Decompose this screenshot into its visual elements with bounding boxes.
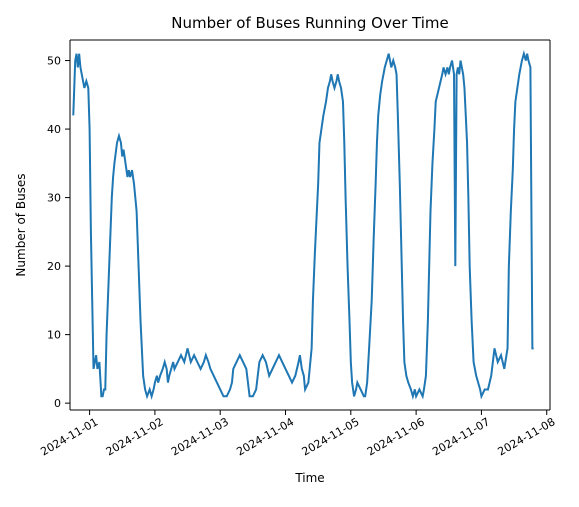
chart-title: Number of Buses Running Over Time — [171, 14, 448, 32]
line-chart-svg: Number of Buses Running Over Time 0 10 20 3… — [0, 0, 579, 507]
x-tick-label: 2024-11-04 — [234, 415, 296, 458]
y-axis: 0 10 20 30 40 50 — [47, 40, 550, 410]
buses-series-line — [73, 54, 533, 397]
x-tick-label: 2024-11-02 — [104, 415, 166, 458]
y-axis-label: Number of Buses — [14, 173, 28, 276]
x-tick-label: 2024-11-05 — [300, 415, 362, 458]
x-tick-label: 2024-11-06 — [365, 415, 427, 458]
y-tick-label: 30 — [47, 192, 61, 205]
chart-container: Number of Buses Running Over Time 0 10 20 3… — [0, 0, 579, 507]
x-tick-label: 2024-11-01 — [38, 415, 100, 458]
y-tick-label: 40 — [47, 123, 61, 136]
x-axis: 2024-11-012024-11-022024-11-032024-11-04… — [38, 40, 557, 458]
y-tick-label: 10 — [47, 329, 61, 342]
x-axis-label: Time — [294, 471, 324, 485]
x-tick-label: 2024-11-03 — [169, 415, 231, 458]
y-tick-label: 50 — [47, 55, 61, 68]
x-tick-label: 2024-11-08 — [496, 415, 558, 458]
y-tick-label: 20 — [47, 260, 61, 273]
x-tick-label: 2024-11-07 — [430, 415, 492, 458]
y-tick-label: 0 — [54, 397, 61, 410]
